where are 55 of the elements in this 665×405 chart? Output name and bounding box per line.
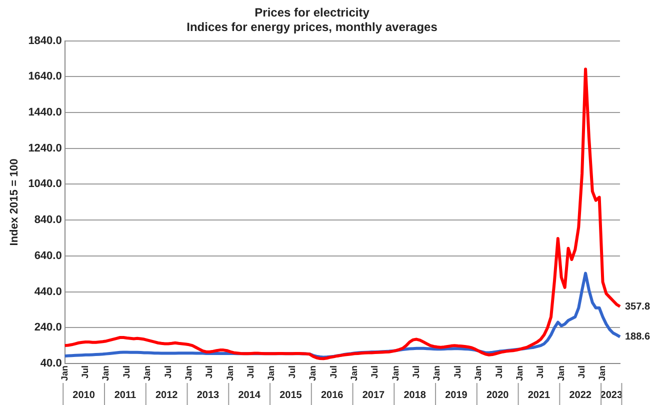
y-tick-label: 840.0 xyxy=(34,214,62,226)
x-tick-label: Jul xyxy=(328,365,338,379)
text: 2012 xyxy=(155,390,178,401)
x-tick-label: Jan xyxy=(473,365,484,382)
x-tick-label: Jan xyxy=(597,365,608,382)
x-tick-label: Jul xyxy=(370,365,380,379)
x-tick-label: Jan xyxy=(142,365,152,382)
text: 2010 xyxy=(72,390,96,401)
x-tick-label: Jan xyxy=(348,365,359,382)
text: 2020 xyxy=(486,390,510,401)
x-tick-label: Jul xyxy=(204,365,214,379)
chart-title: Prices for electricity xyxy=(254,6,370,20)
y-tick-label: 440.0 xyxy=(34,286,62,298)
x-tick-label: Jul xyxy=(246,365,256,379)
x-tick-label: Jan xyxy=(514,365,524,382)
x-tick-label: Jan xyxy=(390,365,400,382)
text: 2022 xyxy=(569,390,592,401)
x-tick-label: Jan xyxy=(224,365,235,382)
text: 2014 xyxy=(238,390,261,401)
text: 2021 xyxy=(528,390,551,401)
text: 2019 xyxy=(445,390,468,401)
x-tick-label: Jan xyxy=(308,365,318,382)
x-tick-label: Jan xyxy=(183,365,194,382)
x-tick-label: Jul xyxy=(576,365,587,379)
x-tick-label: Jan xyxy=(266,365,276,382)
x-tick-label: Jul xyxy=(286,365,297,379)
data-label: 188.6 xyxy=(625,332,650,343)
text: 2016 xyxy=(320,390,344,401)
chart-subtitle: Indices for energy prices, monthly averages xyxy=(186,20,438,34)
x-tick-label: Jan xyxy=(432,365,442,382)
y-tick-label: 1040.0 xyxy=(28,178,62,190)
y-axis-title: Index 2015 = 100 xyxy=(8,158,21,246)
text: 2011 xyxy=(114,390,136,401)
y-tick-label: 640.0 xyxy=(34,250,62,262)
x-tick-label: Jul xyxy=(121,365,132,379)
y-tick-label: 240.0 xyxy=(34,322,62,334)
y-tick-label: 1640.0 xyxy=(28,70,62,83)
y-tick-label: 1440.0 xyxy=(28,106,62,119)
data-label: 357.8 xyxy=(625,301,650,312)
x-tick-label: Jan xyxy=(59,365,70,382)
x-tick-label: Jan xyxy=(100,365,111,382)
x-tick-label: Jul xyxy=(452,365,462,379)
x-tick-label: Jul xyxy=(494,365,504,379)
y-tick-label: 1840.0 xyxy=(28,34,62,47)
x-tick-label: Jan xyxy=(556,365,566,382)
x-tick-label: Jul xyxy=(411,365,422,379)
y-tick-label: 40.0 xyxy=(40,358,62,370)
text: 2018 xyxy=(404,390,426,401)
y-tick-label: 1240.0 xyxy=(28,142,62,154)
x-tick-label: Jul xyxy=(162,365,173,379)
x-tick-label: Jul xyxy=(535,365,546,379)
text: 2015 xyxy=(280,390,302,401)
x-tick-label: Jul xyxy=(80,365,90,379)
text: 2017 xyxy=(362,390,386,401)
text: 2013 xyxy=(196,390,220,401)
